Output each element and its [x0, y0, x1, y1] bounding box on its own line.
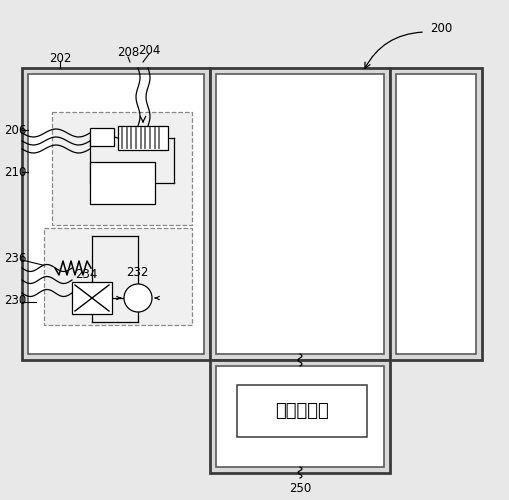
- Text: 202: 202: [49, 52, 71, 64]
- Text: 200: 200: [430, 22, 453, 35]
- Bar: [210, 68, 390, 360]
- Bar: [210, 360, 390, 473]
- Bar: [216, 366, 384, 467]
- Text: 232: 232: [126, 266, 149, 278]
- Bar: [52, 112, 192, 225]
- Text: 236: 236: [4, 252, 26, 264]
- Bar: [90, 128, 114, 146]
- Text: 234: 234: [75, 268, 97, 280]
- Text: 204: 204: [138, 44, 160, 57]
- Bar: [22, 68, 210, 360]
- Text: 230: 230: [4, 294, 26, 306]
- Circle shape: [124, 284, 152, 312]
- Bar: [90, 162, 155, 204]
- Text: 250: 250: [289, 482, 311, 494]
- Text: 主制冷系统: 主制冷系统: [275, 402, 329, 420]
- Text: 208: 208: [117, 46, 139, 60]
- Text: 206: 206: [4, 124, 26, 136]
- Bar: [28, 74, 204, 354]
- Bar: [390, 68, 482, 360]
- Bar: [396, 74, 476, 354]
- Bar: [44, 228, 192, 325]
- Bar: [118, 126, 168, 150]
- Bar: [216, 74, 384, 354]
- Text: 210: 210: [4, 166, 26, 178]
- Bar: [72, 282, 112, 314]
- Bar: [237, 385, 367, 437]
